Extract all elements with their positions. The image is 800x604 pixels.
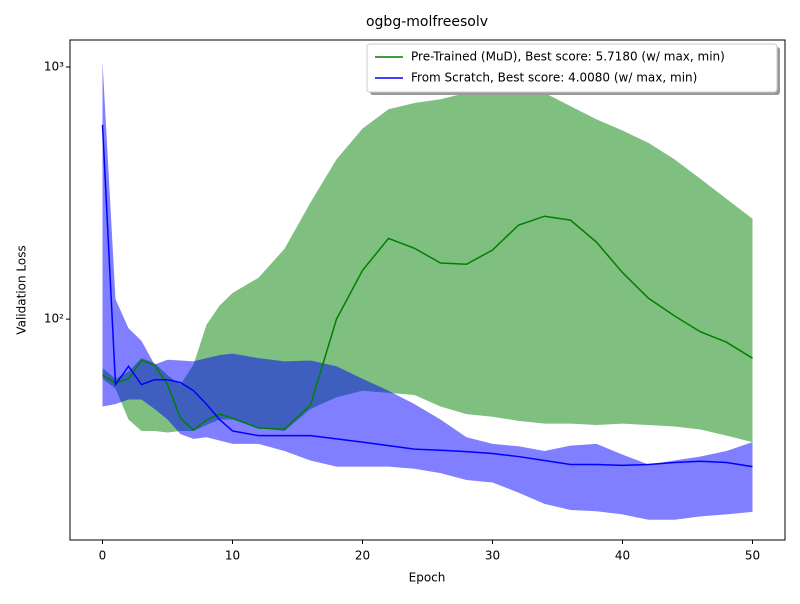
x-tick-label: 0 — [99, 549, 107, 563]
band — [102, 61, 753, 520]
y-tick-label: 10³ — [44, 60, 64, 74]
band — [102, 90, 753, 443]
chart-title: ogbg-molfreesolv — [366, 14, 488, 30]
y-axis-label: Validation Loss — [15, 245, 29, 334]
legend — [366, 43, 778, 93]
legend-label: Pre-Trained (MuD), Best score: 5.7180 (w… — [411, 50, 725, 64]
line — [101, 124, 753, 468]
legend-label: From Scratch, Best score: 4.0080 (w/ max… — [411, 71, 697, 85]
x-tick-label: 30 — [485, 549, 500, 563]
x-tick-label: 50 — [745, 549, 760, 563]
line — [102, 215, 753, 432]
x-tick-label: 40 — [615, 549, 630, 563]
x-tick-label: 20 — [355, 549, 370, 563]
x-axis-label: Epoch — [409, 571, 446, 585]
x-tick-label: 10 — [225, 549, 240, 563]
y-tick-label: 10² — [44, 312, 64, 326]
plot-frame — [69, 39, 786, 541]
